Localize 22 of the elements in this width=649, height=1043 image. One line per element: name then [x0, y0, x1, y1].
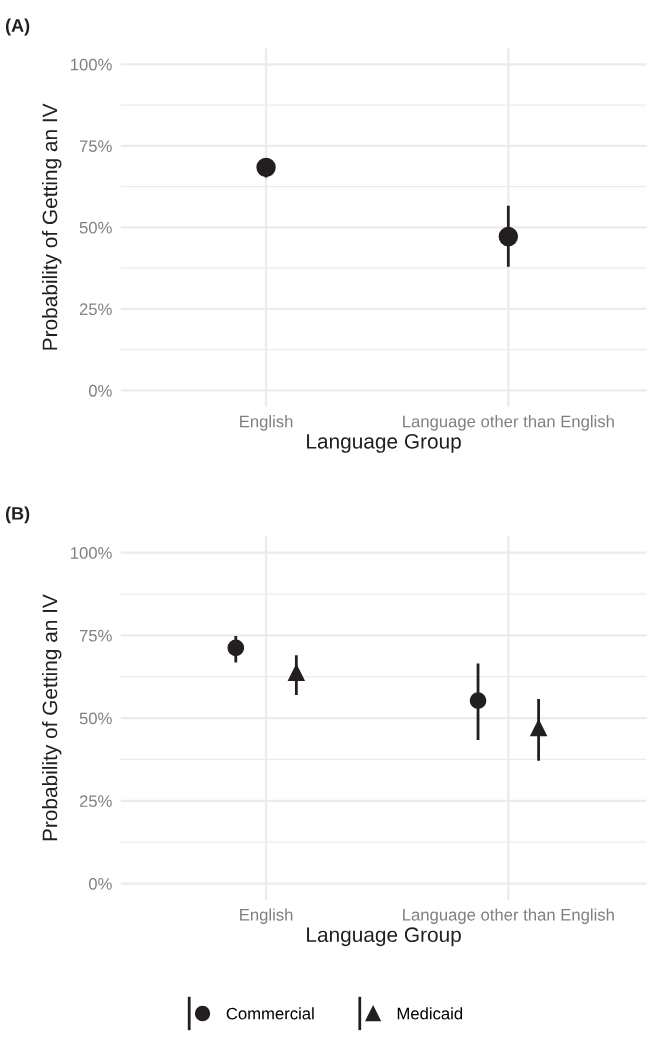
y-tick-label: 25% [79, 303, 112, 316]
y-tick-label: 0% [88, 384, 112, 397]
y-tick-label: 100% [71, 58, 112, 71]
y-tick-label: 50% [79, 221, 112, 234]
y-axis-title: Probability of Getting an IV [42, 594, 62, 841]
x-tick-label: Language other than English [403, 908, 614, 924]
y-axis-title: Probability of Getting an IV [42, 103, 62, 350]
x-axis-title: Language Group [307, 927, 461, 947]
y-tick-label: 75% [79, 140, 112, 153]
x-tick-label: Language other than English [403, 415, 614, 431]
legend-label: Commercial [226, 1007, 314, 1020]
chart-title: (A) [5, 18, 30, 36]
legend-label: Medicaid [397, 1007, 463, 1020]
y-tick-label: 100% [71, 547, 112, 559]
y-tick-label: 25% [79, 795, 112, 808]
x-tick-label: English [240, 415, 293, 431]
y-tick-label: 50% [79, 712, 112, 725]
x-tick-label: English [240, 908, 293, 924]
y-tick-label: 0% [88, 877, 112, 890]
x-axis-title: Language Group [307, 433, 461, 453]
chart-title: (B) [5, 506, 30, 524]
y-tick-label: 75% [79, 629, 112, 642]
